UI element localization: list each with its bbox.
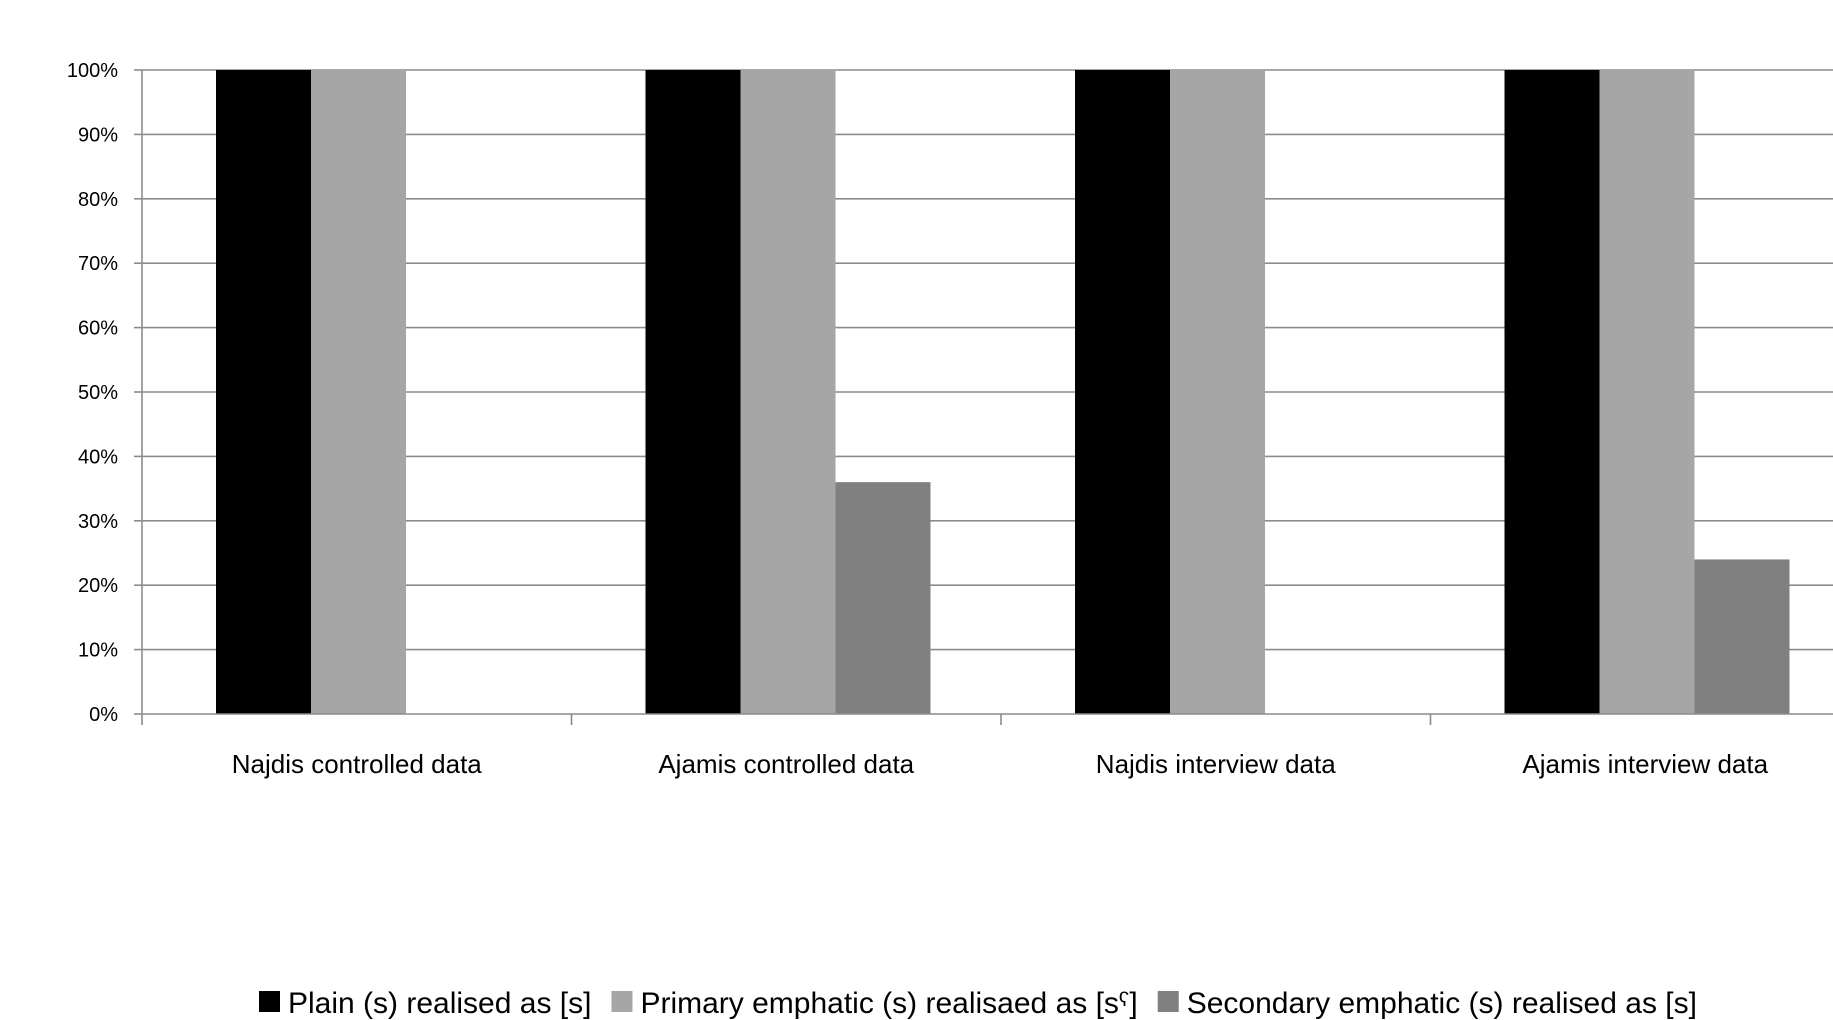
bar bbox=[1505, 70, 1600, 714]
legend-label: Secondary emphatic (s) realised as [s] bbox=[1187, 987, 1697, 1020]
y-tick-label: 0% bbox=[89, 704, 118, 726]
y-tick-label: 50% bbox=[78, 382, 118, 404]
legend-swatch bbox=[259, 991, 280, 1012]
x-tick-label: Ajamis interview data bbox=[1522, 749, 1768, 779]
y-tick-label: 100% bbox=[67, 60, 118, 82]
x-tick-label: Ajamis controlled data bbox=[658, 749, 914, 779]
bar bbox=[216, 70, 311, 714]
y-tick-label: 80% bbox=[78, 189, 118, 211]
bar bbox=[1600, 70, 1695, 714]
legend-swatch bbox=[611, 991, 632, 1012]
legend-swatch bbox=[1158, 991, 1179, 1012]
bar bbox=[1075, 70, 1170, 714]
bar bbox=[1170, 70, 1265, 714]
legend-label: Primary emphatic (s) realisaed as [sˤ] bbox=[640, 987, 1137, 1020]
legend: Plain (s) realised as [s] Primary emphati… bbox=[259, 987, 1697, 1020]
y-tick-label: 20% bbox=[78, 575, 118, 597]
y-tick-label: 40% bbox=[78, 446, 118, 468]
y-tick-label: 70% bbox=[78, 253, 118, 275]
y-tick-label: 90% bbox=[78, 124, 118, 146]
bar bbox=[646, 70, 741, 714]
y-tick-label: 60% bbox=[78, 318, 118, 340]
y-tick-label: 30% bbox=[78, 511, 118, 533]
x-tick-label: Najdis interview data bbox=[1096, 749, 1336, 779]
legend-label: Plain (s) realised as [s] bbox=[288, 987, 591, 1020]
x-tick-label: Najdis controlled data bbox=[232, 749, 483, 779]
bar bbox=[836, 482, 931, 714]
bar bbox=[311, 70, 406, 714]
x-axis-tick-labels: Najdis controlled data Ajamis controlled … bbox=[232, 749, 1769, 779]
bar bbox=[1695, 559, 1790, 714]
y-axis-tick-labels: 0% 10% 20% 30% 40% 50% 60% 70% 80% 90% 100% bbox=[67, 60, 118, 726]
bar bbox=[741, 70, 836, 714]
y-tick-label: 10% bbox=[78, 640, 118, 662]
